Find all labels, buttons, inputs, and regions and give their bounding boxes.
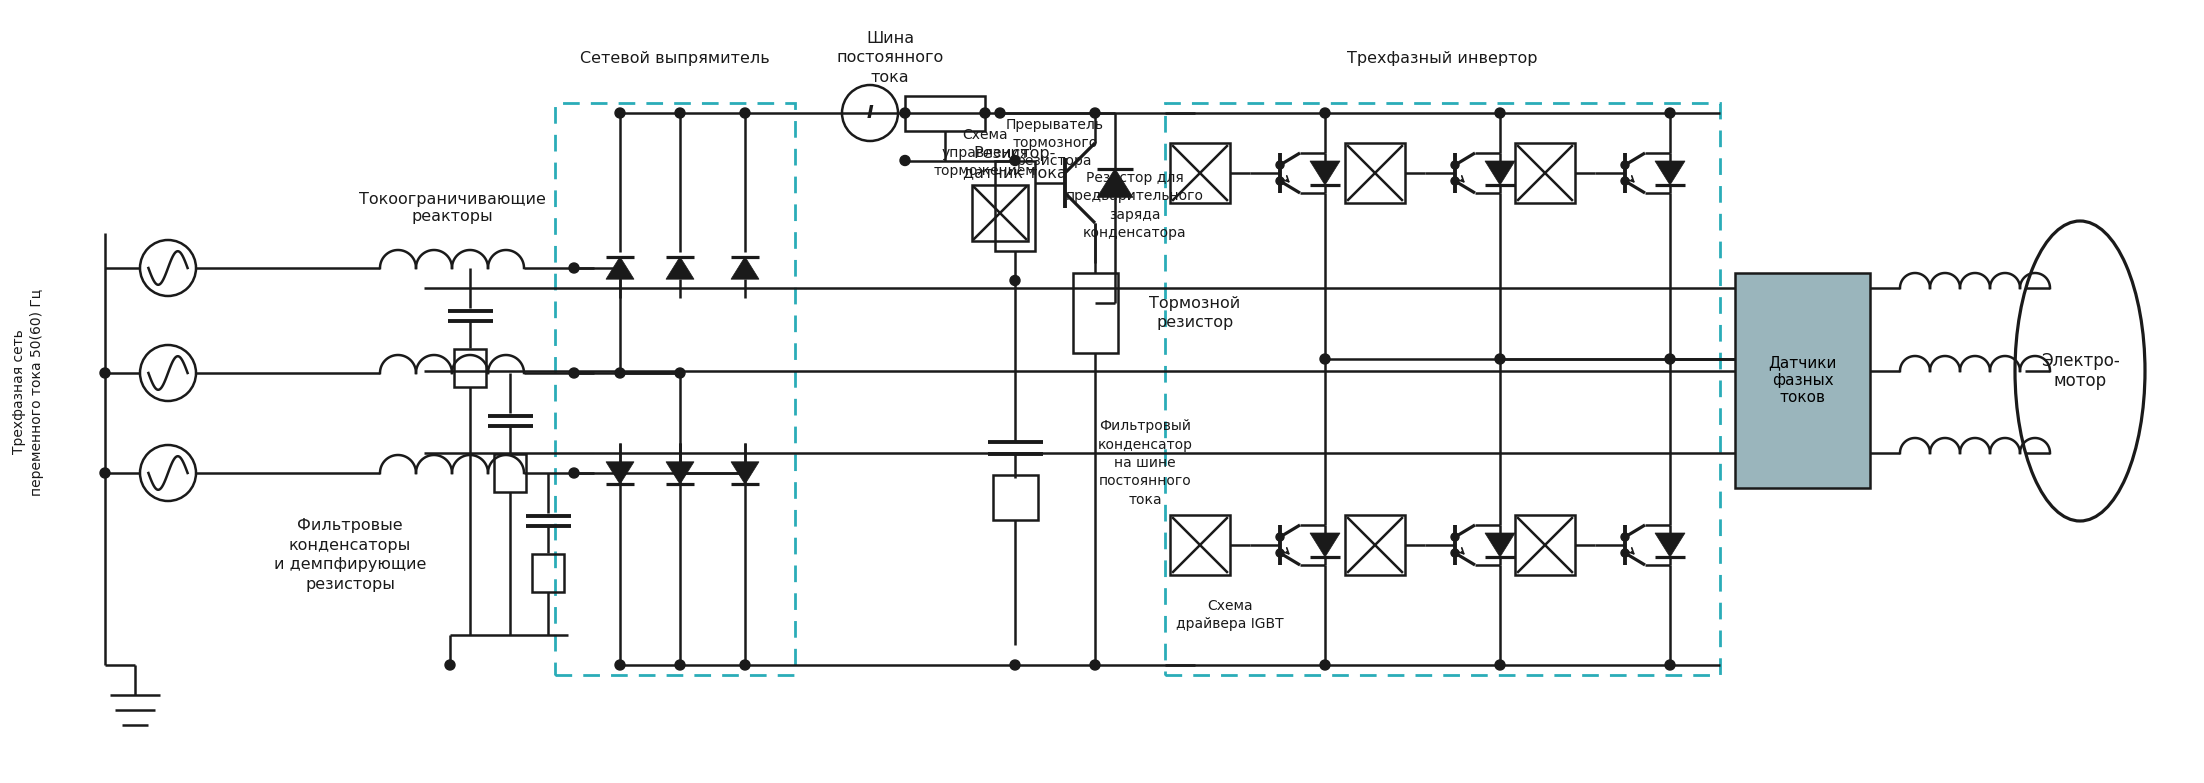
FancyBboxPatch shape bbox=[1735, 273, 1869, 488]
Circle shape bbox=[1620, 549, 1629, 557]
Circle shape bbox=[1450, 533, 1459, 541]
Bar bbox=[1073, 273, 1117, 353]
Bar bbox=[1170, 515, 1230, 575]
Circle shape bbox=[1276, 161, 1285, 169]
Circle shape bbox=[99, 368, 110, 378]
Bar bbox=[494, 454, 527, 492]
Circle shape bbox=[741, 660, 749, 670]
Text: Прерыватель
тормозного
резистора: Прерыватель тормозного резистора bbox=[1005, 117, 1104, 168]
Circle shape bbox=[1664, 108, 1675, 118]
Circle shape bbox=[1091, 108, 1100, 118]
Circle shape bbox=[1276, 177, 1285, 185]
Circle shape bbox=[1009, 276, 1020, 286]
Text: Шина
постоянного
тока: Шина постоянного тока bbox=[835, 31, 943, 85]
Polygon shape bbox=[1485, 161, 1514, 185]
Circle shape bbox=[1450, 161, 1459, 169]
Bar bbox=[1170, 143, 1230, 203]
Circle shape bbox=[569, 263, 580, 273]
Circle shape bbox=[1320, 354, 1329, 364]
Polygon shape bbox=[1309, 161, 1340, 185]
Polygon shape bbox=[732, 257, 758, 280]
Circle shape bbox=[1620, 161, 1629, 169]
Circle shape bbox=[445, 660, 454, 670]
Text: Резистор-
датчик тока: Резистор- датчик тока bbox=[963, 146, 1067, 180]
Circle shape bbox=[1664, 660, 1675, 670]
Circle shape bbox=[674, 108, 685, 118]
Circle shape bbox=[1009, 660, 1020, 670]
Circle shape bbox=[1664, 354, 1675, 364]
Circle shape bbox=[1620, 177, 1629, 185]
Circle shape bbox=[1320, 660, 1329, 670]
Polygon shape bbox=[1309, 533, 1340, 557]
Polygon shape bbox=[1655, 161, 1686, 185]
Text: Фильтровый
конденсатор
на шине
постоянного
тока: Фильтровый конденсатор на шине постоянно… bbox=[1098, 419, 1192, 507]
Text: Электро-
мотор: Электро- мотор bbox=[2041, 352, 2120, 391]
Circle shape bbox=[615, 660, 626, 670]
Bar bbox=[994, 161, 1036, 251]
Circle shape bbox=[569, 368, 580, 378]
Circle shape bbox=[1450, 549, 1459, 557]
Circle shape bbox=[1320, 108, 1329, 118]
Circle shape bbox=[1450, 177, 1459, 185]
Text: Трехфазный инвертор: Трехфазный инвертор bbox=[1347, 50, 1536, 66]
Text: Схема
управления
торможением: Схема управления торможением bbox=[934, 128, 1036, 179]
Text: Схема
драйвера IGBT: Схема драйвера IGBT bbox=[1177, 599, 1283, 631]
Text: Токоограничивающие
реакторы: Токоограничивающие реакторы bbox=[359, 192, 544, 224]
Circle shape bbox=[1091, 660, 1100, 670]
Circle shape bbox=[981, 108, 990, 118]
Polygon shape bbox=[666, 257, 694, 280]
Polygon shape bbox=[606, 462, 635, 484]
Circle shape bbox=[569, 468, 580, 478]
Circle shape bbox=[1276, 549, 1285, 557]
Circle shape bbox=[994, 108, 1005, 118]
Circle shape bbox=[1620, 533, 1629, 541]
Circle shape bbox=[899, 108, 910, 118]
Polygon shape bbox=[606, 257, 635, 280]
Polygon shape bbox=[1655, 533, 1686, 557]
Polygon shape bbox=[1485, 533, 1514, 557]
Circle shape bbox=[741, 108, 749, 118]
Polygon shape bbox=[1098, 168, 1133, 197]
Bar bbox=[1344, 515, 1404, 575]
Circle shape bbox=[1494, 660, 1505, 670]
Text: Сетевой выпрямитель: Сетевой выпрямитель bbox=[580, 50, 769, 66]
Bar bbox=[992, 475, 1038, 520]
Bar bbox=[1514, 515, 1576, 575]
Circle shape bbox=[741, 468, 749, 478]
Circle shape bbox=[899, 156, 910, 165]
Polygon shape bbox=[732, 462, 758, 484]
Circle shape bbox=[674, 660, 685, 670]
Circle shape bbox=[615, 368, 626, 378]
Text: Фильтровые
конденсаторы
и демпфирующие
резисторы: Фильтровые конденсаторы и демпфирующие р… bbox=[273, 518, 425, 592]
Bar bbox=[531, 554, 564, 592]
Text: Трехфазная сеть
переменного тока 50(60) Гц: Трехфазная сеть переменного тока 50(60) … bbox=[11, 288, 44, 496]
Bar bbox=[454, 349, 487, 387]
Bar bbox=[1344, 143, 1404, 203]
Text: Тормозной
резистор: Тормозной резистор bbox=[1148, 296, 1241, 330]
Bar bbox=[1514, 143, 1576, 203]
Text: I: I bbox=[866, 104, 873, 122]
Circle shape bbox=[674, 368, 685, 378]
Text: Датчики
фазных
токов: Датчики фазных токов bbox=[1768, 355, 1836, 406]
Circle shape bbox=[99, 468, 110, 478]
Circle shape bbox=[674, 468, 685, 478]
Circle shape bbox=[1494, 354, 1505, 364]
Bar bbox=[906, 96, 985, 131]
Text: Резистор для
предварительного
заряда
конденсатора: Резистор для предварительного заряда кон… bbox=[1067, 171, 1203, 240]
Bar bbox=[972, 185, 1027, 241]
Circle shape bbox=[1009, 156, 1020, 165]
Circle shape bbox=[615, 108, 626, 118]
Circle shape bbox=[1494, 108, 1505, 118]
Polygon shape bbox=[666, 462, 694, 484]
Circle shape bbox=[1276, 533, 1285, 541]
